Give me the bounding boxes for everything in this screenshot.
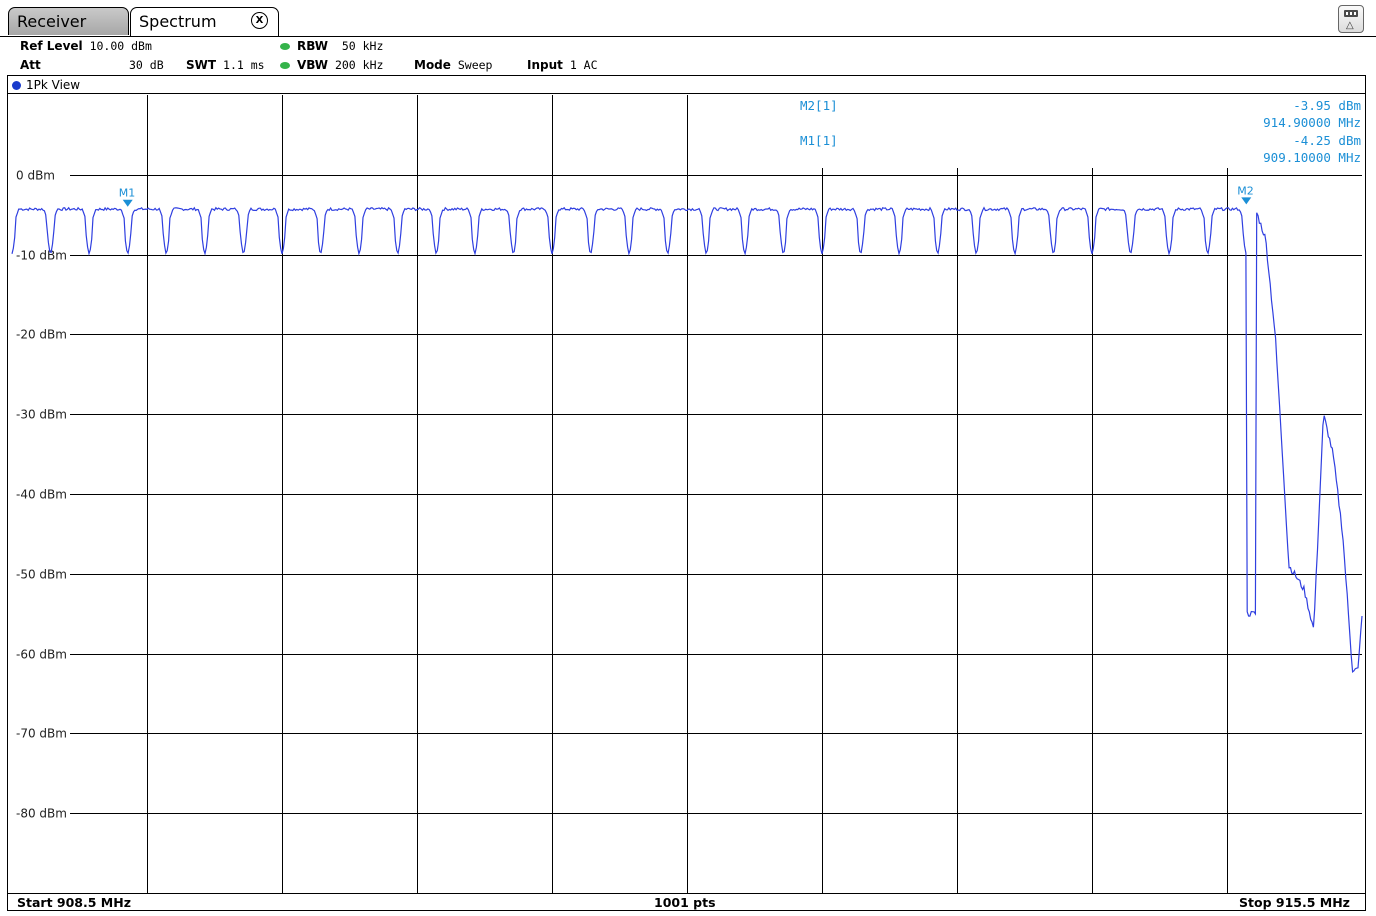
att-label: Att: [20, 58, 41, 72]
rbw-setting[interactable]: RBW 50 kHz: [297, 39, 383, 53]
mode-value: Sweep: [457, 58, 493, 72]
plot-grid: [70, 95, 1362, 893]
close-tab-icon[interactable]: X: [251, 12, 268, 29]
y-tick-label: 0 dBm: [16, 169, 55, 183]
start-frequency[interactable]: Start 908.5 MHz: [17, 895, 131, 910]
vbw-status-led: [280, 62, 290, 69]
marker-2-frequency: 914.90000 MHz: [1263, 115, 1361, 130]
stop-frequency[interactable]: Stop 915.5 MHz: [1239, 895, 1350, 910]
vbw-value: 200 kHz: [334, 58, 384, 72]
y-tick-label: -20 dBm: [16, 328, 67, 342]
marker-2-level: -3.95 dBm: [1293, 98, 1361, 113]
swt-value: 1.1 ms: [223, 58, 265, 72]
channel-overview-icon[interactable]: △: [1338, 5, 1364, 33]
y-tick-label: -40 dBm: [16, 488, 67, 502]
y-tick-label: -70 dBm: [16, 727, 67, 741]
marker-m2-triangle: [1241, 197, 1252, 205]
att-value[interactable]: 30 dB: [129, 58, 164, 72]
swt-label: SWT: [186, 58, 217, 72]
sweep-points: 1001 pts: [654, 895, 716, 910]
rbw-label: RBW: [297, 39, 328, 53]
trace-1: [11, 206, 1363, 674]
tab-divider: [0, 36, 1376, 37]
ref-level-value: 10.00 dBm: [89, 39, 152, 53]
marker-1-frequency: 909.10000 MHz: [1263, 150, 1361, 165]
window-title: 1Pk View: [26, 78, 81, 92]
vbw-label: VBW: [297, 58, 329, 72]
marker-1-level: -4.25 dBm: [1293, 133, 1361, 148]
marker-m2-tag: M2: [1237, 184, 1254, 197]
y-tick-label: -60 dBm: [16, 648, 67, 662]
marker-m1-tag: M1: [119, 187, 136, 200]
marker-1-id: M1[1]: [800, 133, 838, 148]
trace-indicator-dot: [12, 81, 21, 90]
swt-setting[interactable]: SWT 1.1 ms: [186, 58, 265, 72]
ref-level-setting[interactable]: Ref Level 10.00 dBm: [20, 39, 152, 53]
rbw-status-led: [280, 43, 290, 50]
input-value: 1 AC: [569, 58, 598, 72]
ref-level-label: Ref Level: [20, 39, 83, 53]
mode-label: Mode: [414, 58, 451, 72]
marker-2-id: M2[1]: [800, 98, 838, 113]
mode-setting[interactable]: Mode Sweep: [414, 58, 492, 72]
y-axis-labels: 0 dBm -10 dBm -20 dBm -30 dBm -40 dBm -50 dBm…: [16, 169, 67, 821]
tab-bar: Receiver Spectrum X △: [0, 0, 1376, 37]
diagram-frame: [7, 75, 1366, 911]
vbw-setting[interactable]: VBW 200 kHz: [297, 58, 383, 72]
y-tick-label: -50 dBm: [16, 568, 67, 582]
y-tick-label: -10 dBm: [16, 249, 67, 263]
tab-receiver[interactable]: Receiver: [8, 7, 129, 35]
marker-layer: M2 M1: [119, 184, 1254, 207]
marker-m1-triangle: [122, 199, 133, 207]
rbw-value: 50 kHz: [341, 39, 384, 53]
tab-spectrum[interactable]: Spectrum: [130, 7, 279, 37]
y-tick-label: -30 dBm: [16, 408, 67, 422]
footer-divider: [8, 893, 1365, 894]
window-title-divider: [8, 93, 1365, 94]
input-setting[interactable]: Input 1 AC: [527, 58, 598, 72]
input-label: Input: [527, 58, 563, 72]
y-tick-label: -80 dBm: [16, 807, 67, 821]
